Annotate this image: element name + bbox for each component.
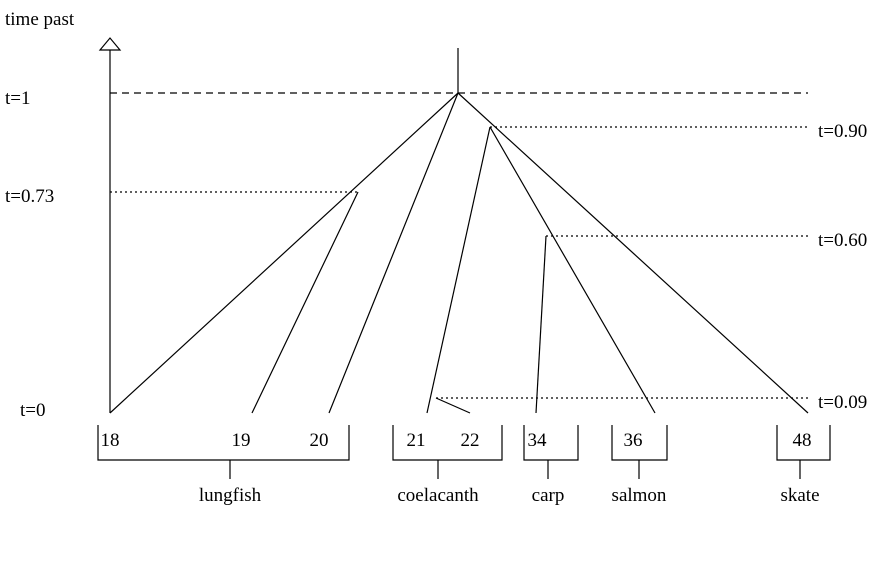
- group-label: carp: [532, 485, 565, 506]
- axis-label: time past: [5, 9, 75, 30]
- group-label: salmon: [612, 485, 667, 506]
- time-label: t=0: [20, 400, 46, 421]
- leaf-label: 34: [528, 430, 548, 451]
- leaf-label: 48: [793, 430, 812, 451]
- time-label: t=0.73: [5, 186, 54, 207]
- leaf-label: 20: [310, 430, 329, 451]
- tree: [109, 48, 809, 414]
- leaf-label: 19: [232, 430, 251, 451]
- time-label: t=0.09: [818, 392, 867, 413]
- brackets: [97, 425, 831, 479]
- time-label: t=0.90: [818, 121, 867, 142]
- time-label: t=0.60: [818, 230, 867, 251]
- group-label: coelacanth: [397, 485, 479, 506]
- time-label: t=1: [5, 88, 31, 109]
- leaf-label: 18: [101, 430, 120, 451]
- axis-arrow: [98, 37, 122, 51]
- leaf-label: 22: [461, 430, 480, 451]
- group-label: skate: [780, 485, 819, 506]
- group-label: lungfish: [199, 485, 262, 506]
- leaf-label: 21: [407, 430, 426, 451]
- leaf-label: 36: [624, 430, 643, 451]
